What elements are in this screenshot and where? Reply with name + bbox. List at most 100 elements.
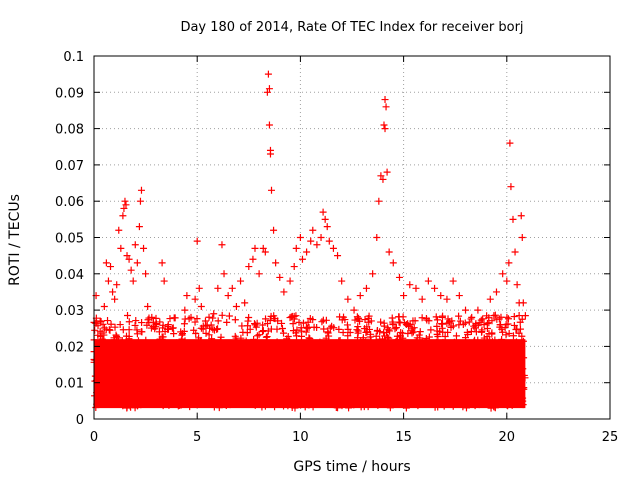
data-point [465,400,473,408]
data-point [310,323,318,331]
data-point [126,358,134,366]
data-point [480,334,488,342]
data-point [362,284,370,292]
y-tick-label: 0.08 [55,123,84,138]
data-point [416,328,424,336]
data-point [262,315,270,323]
data-point [440,392,448,400]
data-point [405,374,413,382]
data-point [300,357,308,365]
data-point [464,391,472,399]
data-point [145,357,153,365]
data-point [467,327,475,335]
data-point [239,353,247,361]
data-point [465,370,473,378]
data-point [107,320,115,328]
data-point [224,292,232,300]
y-tick-label: 0.06 [55,195,84,210]
data-point [345,404,353,412]
data-point [250,336,258,344]
data-point [304,354,312,362]
data-point [406,281,414,289]
data-point [468,313,476,321]
data-point [415,341,423,349]
data-point [498,389,506,397]
data-point [451,364,459,372]
data-point [457,359,465,367]
data-point [272,341,280,349]
data-point [111,295,119,303]
data-point [382,103,390,111]
data-point [369,344,377,352]
data-point [158,365,166,373]
data-point [146,341,154,349]
data-point [94,350,102,358]
data-point [408,397,416,405]
data-point [251,369,259,377]
data-point [424,350,432,358]
data-point [338,316,346,324]
data-point [400,390,408,398]
data-point [119,379,127,387]
data-point [510,361,518,369]
data-point [275,377,283,385]
data-point [470,337,478,345]
data-point [272,259,280,267]
data-point [295,318,303,326]
data-point [519,337,527,345]
data-point [148,313,156,321]
data-point [143,321,151,329]
data-point [298,255,306,263]
data-point [287,397,295,405]
data-point [159,350,167,358]
data-point [293,352,301,360]
data-point [476,340,484,348]
data-point [242,346,250,354]
data-point [481,399,489,407]
data-point [440,402,448,410]
data-point [223,318,231,326]
data-point [335,325,343,333]
y-axis-ticks: 0 0.01 0.02 0.03 0.04 0.05 0.06 0.07 0.08 0.09 0.1 [55,50,610,428]
data-point [318,318,326,326]
data-point [431,284,439,292]
data-point [338,402,346,410]
data-point [390,342,398,350]
data-point [482,340,490,348]
data-point [176,367,184,375]
data-point [425,333,433,341]
data-point [466,339,474,347]
data-point [383,168,391,176]
data-point [455,312,463,320]
data-point [487,404,495,412]
data-point [361,346,369,354]
data-point [418,338,426,346]
data-point [237,334,245,342]
data-point [517,212,525,220]
data-point [138,319,146,327]
data-point [154,379,162,387]
data-point [462,404,470,412]
data-point [217,333,225,341]
data-point [496,399,504,407]
data-point [288,403,296,411]
data-point [273,325,281,333]
data-point [367,357,375,365]
data-point [433,347,441,355]
data-point [438,320,446,328]
data-point [467,315,475,323]
data-point [276,357,284,365]
data-point [425,317,433,325]
data-point [135,357,143,365]
data-point [215,404,223,412]
data-point [255,353,263,361]
data-point [387,357,395,365]
data-point [374,346,382,354]
data-point [499,270,507,278]
data-point [189,345,197,353]
data-point [474,336,482,344]
data-point [110,334,118,342]
data-point [392,352,400,360]
data-point [314,385,322,393]
data-point [521,312,529,320]
